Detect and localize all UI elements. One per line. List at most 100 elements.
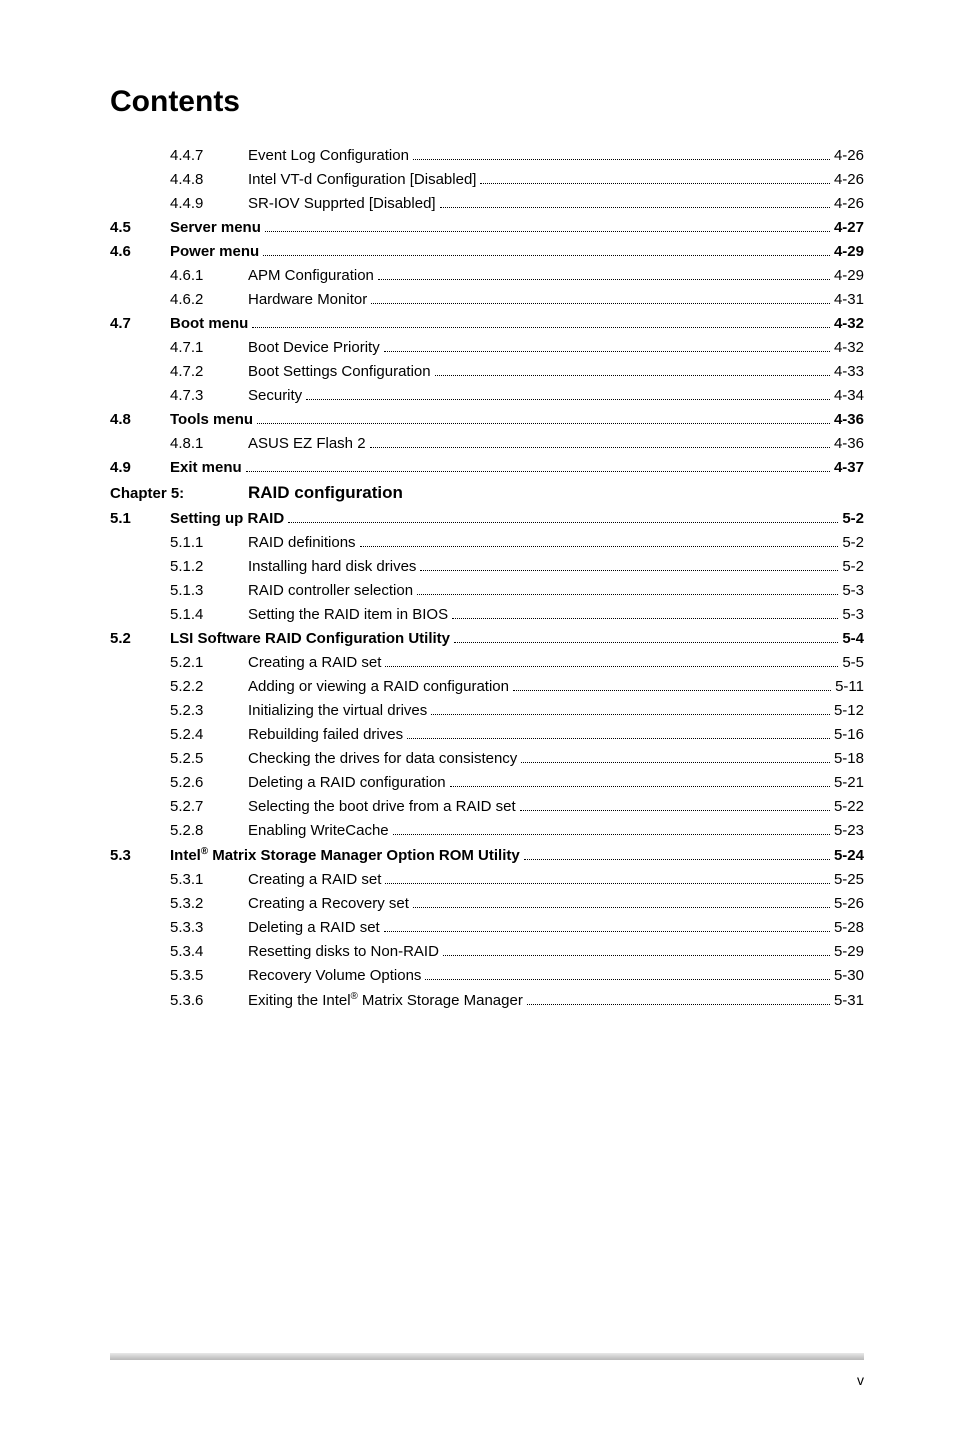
- toc-page: 4-26: [834, 171, 864, 188]
- toc-leader: [246, 471, 830, 472]
- toc-num: 5.2.1: [170, 654, 248, 671]
- toc-container: 4.4.7Event Log Configuration4-264.4.8Int…: [110, 147, 864, 1009]
- toc-subsection: 5.2.3Initializing the virtual drives5-12: [110, 702, 864, 719]
- toc-subsection: 5.3.6Exiting the Intel® Matrix Storage M…: [110, 991, 864, 1009]
- toc-label: Exit menu: [170, 459, 242, 476]
- toc-page: 5-22: [834, 798, 864, 815]
- toc-page: 4-31: [834, 291, 864, 308]
- toc-label: Power menu: [170, 243, 259, 260]
- toc-label: Deleting a RAID set: [248, 919, 380, 936]
- toc-page: 4-36: [834, 435, 864, 452]
- toc-subsection: 5.3.5Recovery Volume Options5-30: [110, 967, 864, 984]
- toc-num: 4.8: [110, 411, 170, 428]
- toc-num: 5.1.2: [170, 558, 248, 575]
- toc-page: 5-26: [834, 895, 864, 912]
- toc-leader: [378, 279, 830, 280]
- toc-label: Initializing the virtual drives: [248, 702, 427, 719]
- toc-num: 4.9: [110, 459, 170, 476]
- toc-leader: [452, 618, 838, 619]
- footer-divider: [110, 1353, 864, 1360]
- toc-leader: [384, 351, 830, 352]
- toc-num: 4.5: [110, 219, 170, 236]
- toc-num: 5.2.8: [170, 822, 248, 839]
- toc-label: Creating a RAID set: [248, 871, 381, 888]
- toc-subsection: 4.6.1APM Configuration4-29: [110, 267, 864, 284]
- toc-subsection: 5.3.1Creating a RAID set 5-25: [110, 871, 864, 888]
- toc-subsection: 5.1.1RAID definitions5-2: [110, 534, 864, 551]
- toc-section: 4.9Exit menu 4-37: [110, 459, 864, 476]
- toc-num: 4.8.1: [170, 435, 248, 452]
- toc-page: 4-37: [834, 459, 864, 476]
- toc-leader: [454, 642, 838, 643]
- toc-num: 4.7.1: [170, 339, 248, 356]
- toc-label: LSI Software RAID Configuration Utility: [170, 630, 450, 647]
- toc-num: 4.7: [110, 315, 170, 332]
- toc-leader: [435, 375, 830, 376]
- toc-label: Installing hard disk drives: [248, 558, 416, 575]
- toc-subsection: 5.1.4Setting the RAID item in BIOS5-3: [110, 606, 864, 623]
- toc-label: Resetting disks to Non-RAID: [248, 943, 439, 960]
- toc-leader: [306, 399, 830, 400]
- toc-label: Adding or viewing a RAID configuration: [248, 678, 509, 695]
- toc-label: Exiting the Intel® Matrix Storage Manage…: [248, 991, 523, 1009]
- toc-label: SR-IOV Supprted [Disabled]: [248, 195, 436, 212]
- toc-leader: [370, 447, 830, 448]
- toc-num: 4.6.2: [170, 291, 248, 308]
- toc-page: 5-25: [834, 871, 864, 888]
- toc-num: 5.1: [110, 510, 170, 527]
- toc-section: 5.1Setting up RAID 5-2: [110, 510, 864, 527]
- toc-page: 5-4: [842, 630, 864, 647]
- toc-label: Boot menu: [170, 315, 248, 332]
- toc-subsection: 5.3.3Deleting a RAID set5-28: [110, 919, 864, 936]
- toc-label: Creating a RAID set: [248, 654, 381, 671]
- toc-label: Security: [248, 387, 302, 404]
- toc-subsection: 4.7.3Security4-34: [110, 387, 864, 404]
- toc-page: 5-30: [834, 967, 864, 984]
- toc-section: 5.3Intel® Matrix Storage Manager Option …: [110, 846, 864, 864]
- toc-label: Enabling WriteCache: [248, 822, 389, 839]
- toc-subsection: 5.3.4Resetting disks to Non-RAID5-29: [110, 943, 864, 960]
- toc-leader: [524, 859, 830, 860]
- toc-page: 5-11: [835, 678, 864, 695]
- toc-subsection: 5.2.4Rebuilding failed drives5-16: [110, 726, 864, 743]
- toc-num: 5.3.1: [170, 871, 248, 888]
- toc-leader: [440, 207, 830, 208]
- toc-leader: [443, 955, 830, 956]
- toc-page: 4-32: [834, 339, 864, 356]
- toc-subsection: 5.1.2Installing hard disk drives5-2: [110, 558, 864, 575]
- toc-num: 4.4.7: [170, 147, 248, 164]
- toc-label: Setting up RAID: [170, 510, 284, 527]
- toc-label: APM Configuration: [248, 267, 374, 284]
- toc-page: 4-36: [834, 411, 864, 428]
- toc-num: 5.2: [110, 630, 170, 647]
- toc-chapter: Chapter 5:RAID configuration: [110, 483, 864, 503]
- toc-subsection: 4.6.2Hardware Monitor 4-31: [110, 291, 864, 308]
- toc-page: 5-24: [834, 847, 864, 864]
- toc-section: 5.2LSI Software RAID Configuration Utili…: [110, 630, 864, 647]
- toc-label: Hardware Monitor: [248, 291, 367, 308]
- toc-subsection: 5.2.1Creating a RAID set 5-5: [110, 654, 864, 671]
- toc-leader: [521, 762, 830, 763]
- toc-num: 5.3.4: [170, 943, 248, 960]
- toc-page: 4-29: [834, 267, 864, 284]
- toc-num: 5.2.6: [170, 774, 248, 791]
- toc-leader: [480, 183, 830, 184]
- toc-label: RAID definitions: [248, 534, 356, 551]
- toc-leader: [417, 594, 838, 595]
- toc-chapter-title: RAID configuration: [248, 483, 403, 503]
- toc-page: 4-26: [834, 147, 864, 164]
- toc-subsection: 5.2.7Selecting the boot drive from a RAI…: [110, 798, 864, 815]
- toc-leader: [413, 907, 830, 908]
- toc-num: 5.2.4: [170, 726, 248, 743]
- toc-page: 5-2: [842, 510, 864, 527]
- toc-subsection: 4.8.1ASUS EZ Flash 24-36: [110, 435, 864, 452]
- toc-leader: [385, 666, 838, 667]
- toc-subsection: 4.7.1Boot Device Priority4-32: [110, 339, 864, 356]
- toc-section: 4.7Boot menu4-32: [110, 315, 864, 332]
- toc-page: 5-5: [842, 654, 864, 671]
- toc-leader: [520, 810, 830, 811]
- toc-label: Creating a Recovery set: [248, 895, 409, 912]
- toc-subsection: 5.3.2Creating a Recovery set5-26: [110, 895, 864, 912]
- toc-page: 5-12: [834, 702, 864, 719]
- toc-section: 4.8Tools menu4-36: [110, 411, 864, 428]
